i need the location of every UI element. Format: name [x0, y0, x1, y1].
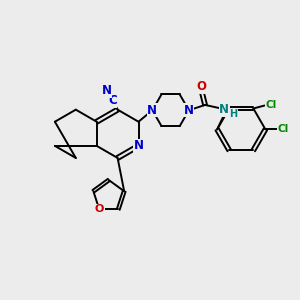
Text: N: N — [134, 140, 143, 152]
Text: O: O — [196, 80, 206, 94]
Text: Cl: Cl — [277, 124, 289, 134]
Text: O: O — [94, 204, 104, 214]
Text: N: N — [219, 103, 229, 116]
Text: Cl: Cl — [265, 100, 276, 110]
Text: C: C — [108, 94, 117, 107]
Text: N: N — [184, 104, 194, 117]
Text: H: H — [230, 110, 238, 119]
Text: N: N — [102, 84, 112, 97]
Text: N: N — [147, 104, 158, 117]
